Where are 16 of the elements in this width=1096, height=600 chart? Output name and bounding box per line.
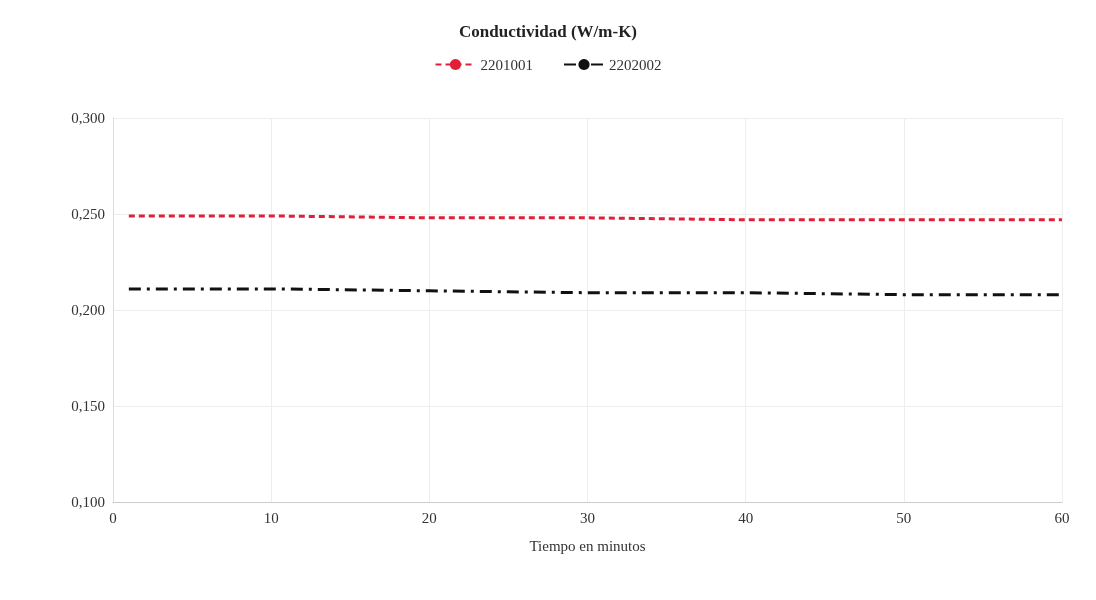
x-tick-label: 0 [109, 509, 117, 526]
y-tick-label: 0,200 [71, 302, 105, 318]
x-axis-title: Tiempo en minutos [529, 537, 646, 554]
x-tick-label: 40 [738, 509, 754, 526]
chart-title: Conductividad (W/m-K) [458, 22, 638, 41]
x-tick-label: 20 [421, 509, 437, 526]
x-tick-label: 60 [1054, 509, 1070, 526]
y-tick-label: 0,300 [71, 110, 105, 126]
x-tick-label: 30 [580, 509, 595, 526]
y-tick-label: 0,150 [71, 398, 105, 414]
x-tick-label: 10 [263, 509, 279, 526]
y-tick-label: 0,250 [71, 206, 105, 222]
y-tick-label: 0,100 [71, 494, 105, 510]
x-tick-label: 50 [896, 509, 912, 526]
legend-label: 2201001 [480, 56, 533, 73]
legend-label: 2202002 [609, 56, 662, 73]
